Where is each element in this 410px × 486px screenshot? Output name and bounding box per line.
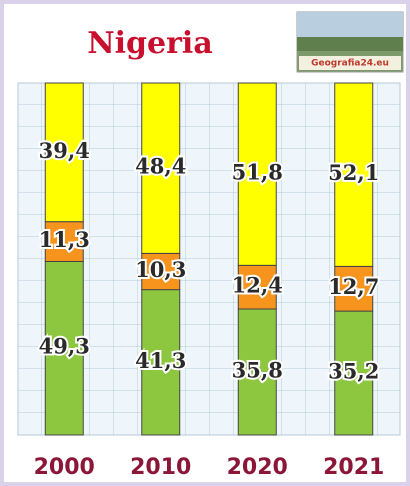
bar-segment <box>44 82 84 223</box>
x-tick-label: 2000 <box>34 455 95 480</box>
bar-segment <box>141 252 181 291</box>
value-label: 11,3 <box>39 227 90 252</box>
bar-segment <box>237 308 277 436</box>
value-label: 52,1 <box>328 160 379 185</box>
logo: Geografia24.eu <box>296 11 404 73</box>
logo-text: Geografia24.eu <box>311 59 389 69</box>
logo-trees <box>297 37 403 51</box>
value-label: 39,4 <box>39 138 90 163</box>
bar-segment <box>237 82 277 266</box>
chart-title: Nigeria <box>87 26 213 61</box>
bar-segment <box>334 82 374 267</box>
logo-sky <box>297 12 403 37</box>
x-tick-label: 2010 <box>130 455 191 480</box>
value-label: 41,3 <box>135 348 186 373</box>
value-label: 10,3 <box>135 257 186 282</box>
x-tick-label: 2020 <box>227 455 288 480</box>
value-label: 35,2 <box>328 359 379 384</box>
value-label: 51,8 <box>232 160 283 185</box>
bar-segment <box>334 310 374 436</box>
bar-segment <box>44 260 84 436</box>
bar-segment <box>141 289 181 436</box>
value-label: 12,4 <box>232 273 283 298</box>
value-label: 48,4 <box>135 154 186 179</box>
bar-segment <box>141 82 181 254</box>
logo-band <box>299 56 401 70</box>
bar-segment <box>237 264 277 310</box>
bar-segment <box>334 265 374 312</box>
value-label: 35,8 <box>232 357 283 382</box>
value-label: 12,7 <box>328 274 379 299</box>
value-label: 49,3 <box>39 334 90 359</box>
x-tick-label: 2021 <box>323 455 384 480</box>
